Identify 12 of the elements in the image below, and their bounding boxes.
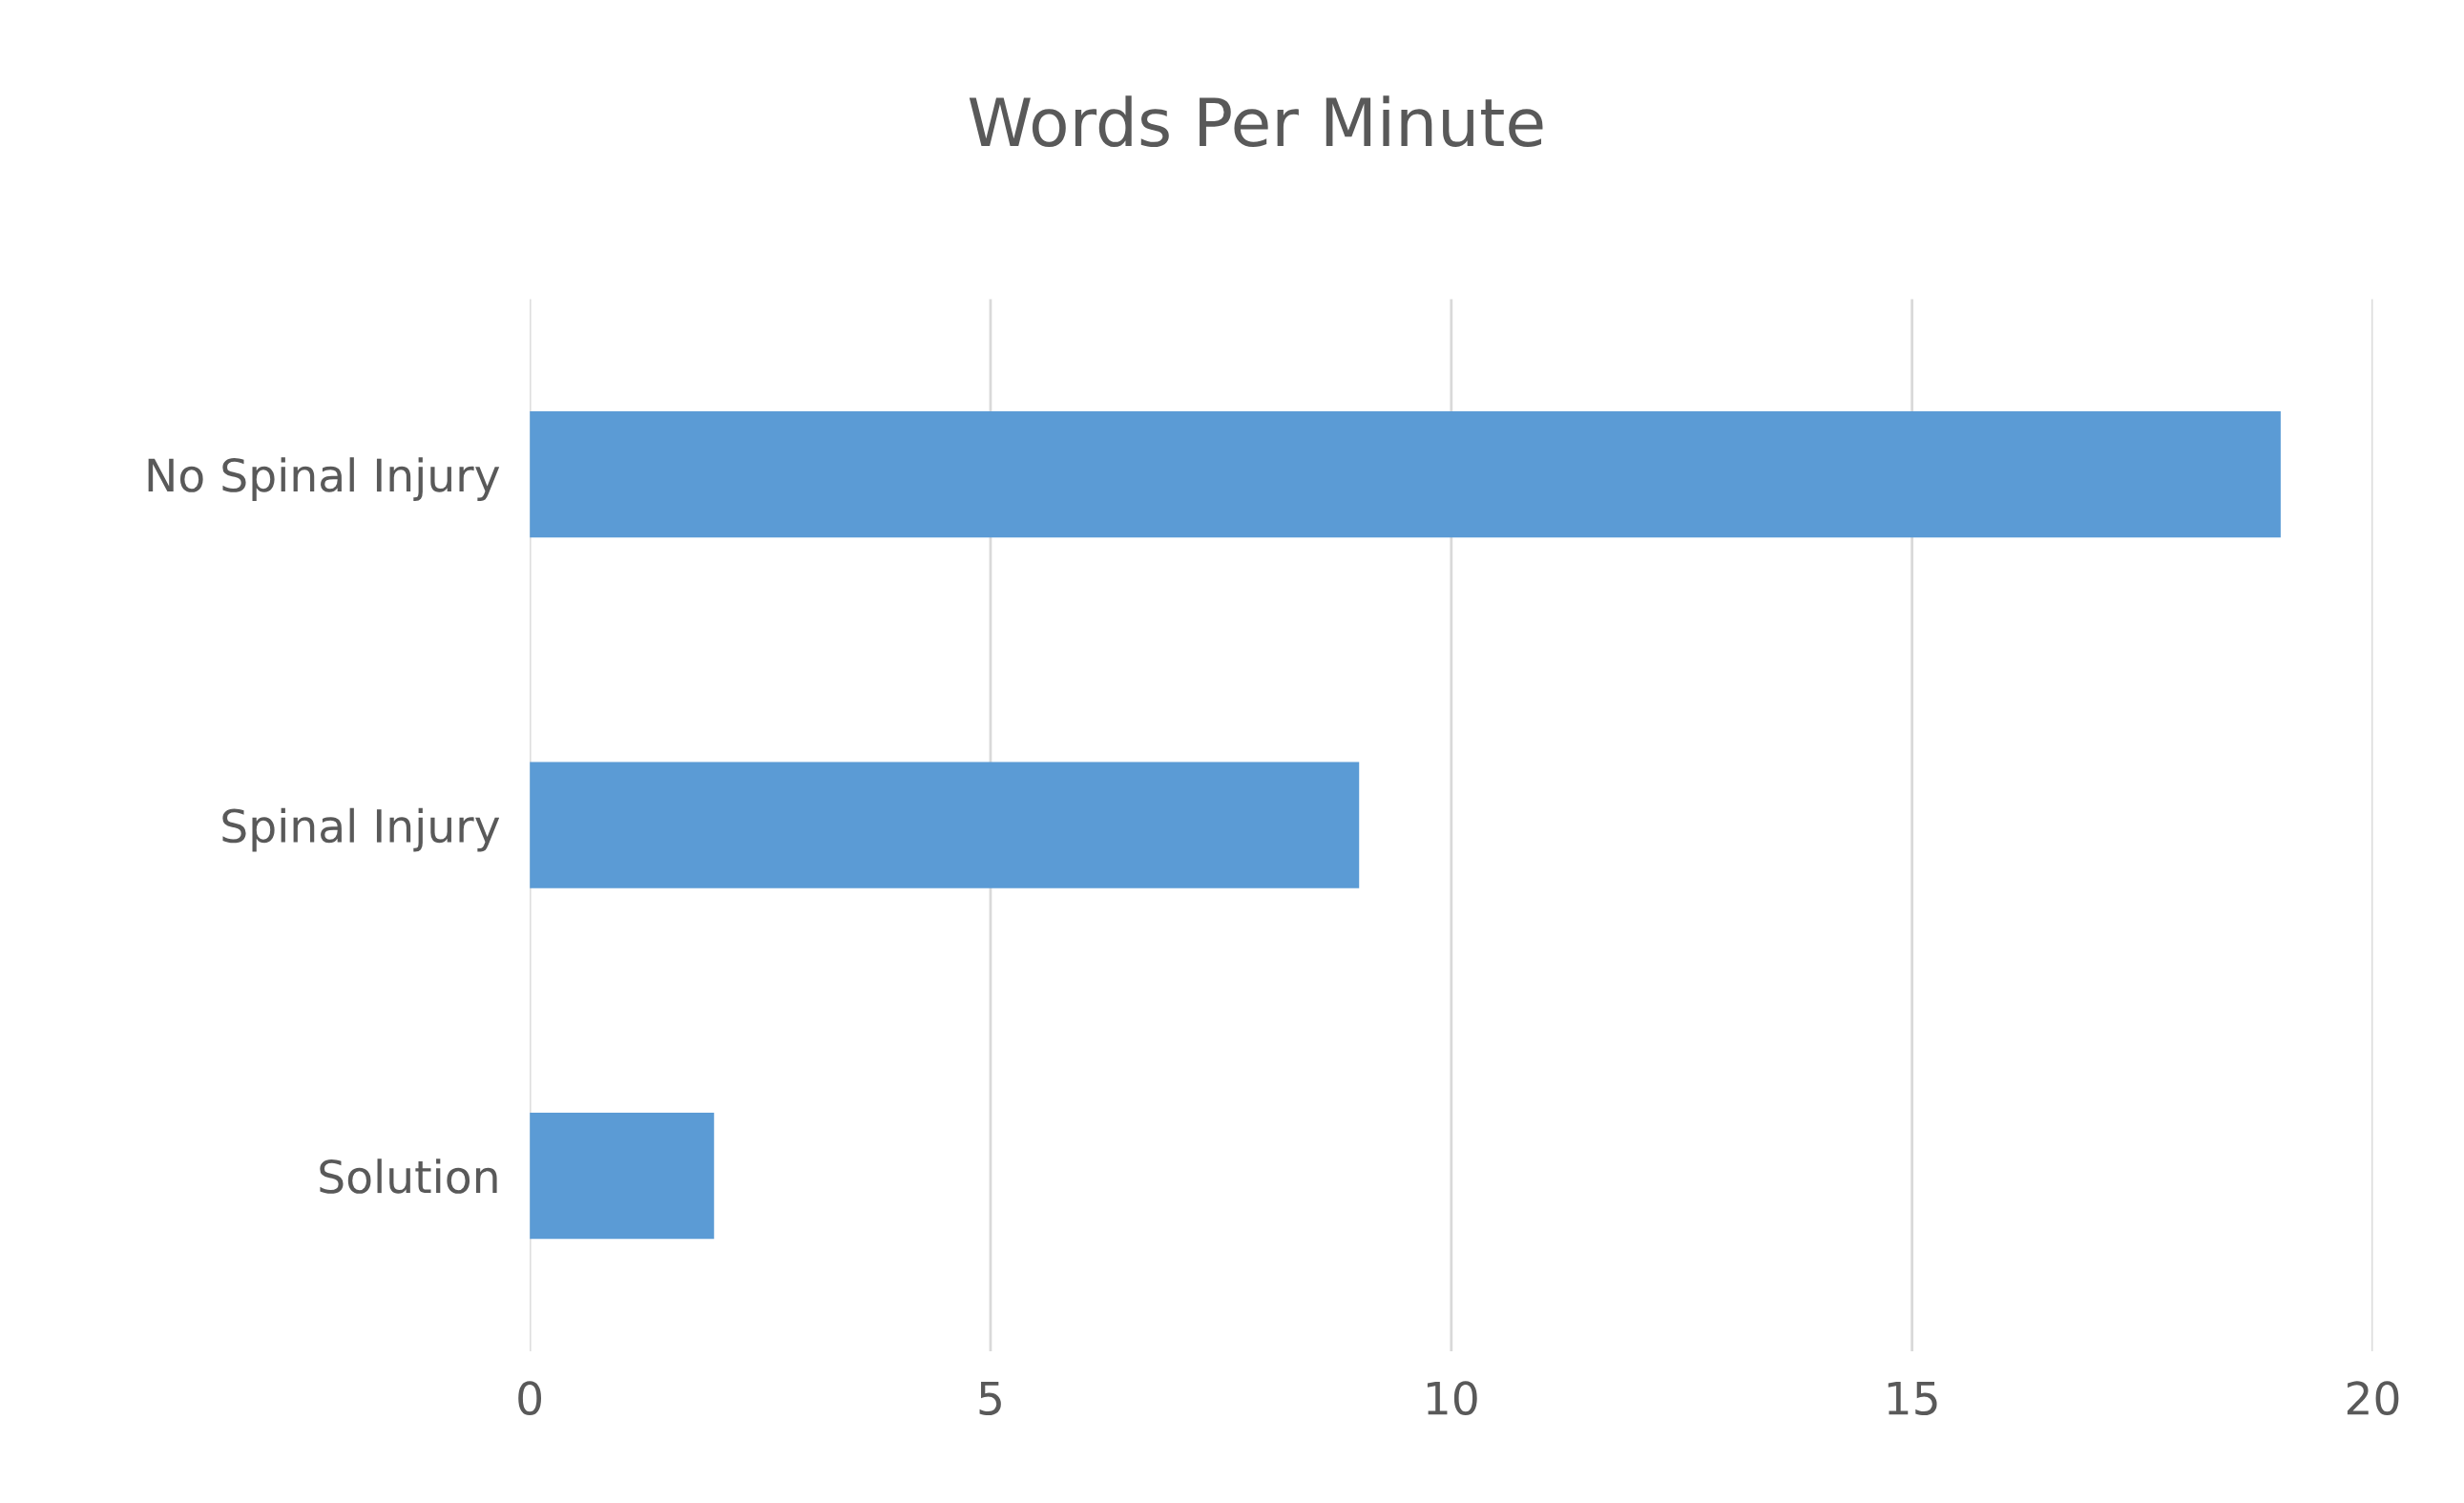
y-tick-label: Spinal Injury	[222, 807, 500, 852]
x-tick-label: 5	[979, 1381, 1001, 1416]
bar	[530, 411, 2281, 538]
x-tick-label: 0	[518, 1381, 542, 1416]
bar	[530, 762, 1360, 888]
x-tick-label: 15	[1888, 1381, 1937, 1416]
y-tick-label: Solution	[320, 1159, 497, 1194]
chart-title: Words Per Minute	[969, 95, 1543, 148]
x-tick-label: 20	[2347, 1381, 2399, 1416]
bar	[530, 1113, 715, 1240]
y-tick-label: No Spinal Injury	[148, 457, 500, 501]
x-tick-label: 10	[1427, 1381, 1477, 1416]
